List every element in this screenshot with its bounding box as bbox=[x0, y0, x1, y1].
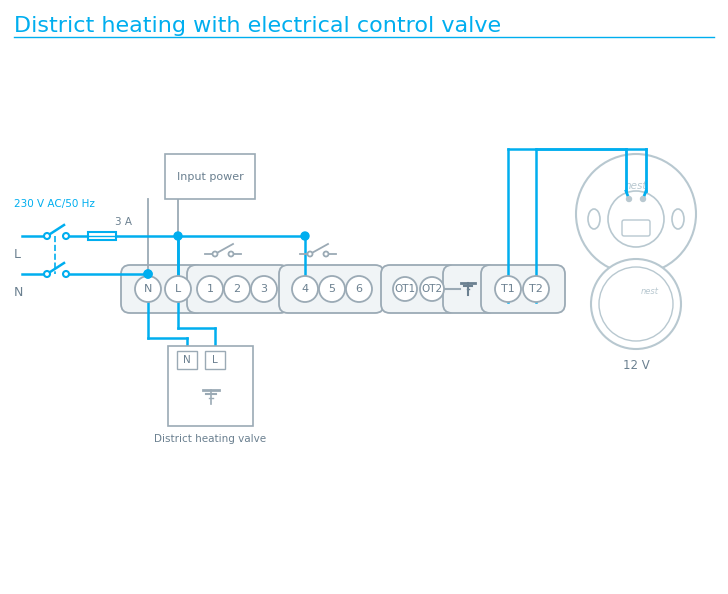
Text: L: L bbox=[212, 355, 218, 365]
FancyBboxPatch shape bbox=[121, 265, 205, 313]
Circle shape bbox=[301, 232, 309, 240]
Circle shape bbox=[63, 271, 69, 277]
Text: 2: 2 bbox=[234, 284, 240, 294]
Ellipse shape bbox=[672, 209, 684, 229]
Circle shape bbox=[44, 271, 50, 277]
Circle shape bbox=[393, 277, 417, 301]
Text: N: N bbox=[144, 284, 152, 294]
Circle shape bbox=[323, 251, 328, 257]
Circle shape bbox=[523, 276, 549, 302]
Circle shape bbox=[420, 277, 444, 301]
FancyBboxPatch shape bbox=[381, 265, 457, 313]
Text: nest: nest bbox=[625, 181, 647, 191]
Circle shape bbox=[591, 259, 681, 349]
FancyBboxPatch shape bbox=[187, 265, 289, 313]
Circle shape bbox=[197, 276, 223, 302]
Circle shape bbox=[144, 270, 152, 278]
Text: District heating with electrical control valve: District heating with electrical control… bbox=[14, 16, 501, 36]
FancyBboxPatch shape bbox=[443, 265, 496, 313]
Circle shape bbox=[144, 270, 152, 278]
Circle shape bbox=[44, 233, 50, 239]
Text: 1: 1 bbox=[207, 284, 213, 294]
Text: L: L bbox=[175, 284, 181, 294]
Text: T2: T2 bbox=[529, 284, 543, 294]
Circle shape bbox=[165, 276, 191, 302]
Text: 12 V: 12 V bbox=[622, 359, 649, 372]
Circle shape bbox=[251, 276, 277, 302]
Circle shape bbox=[292, 276, 318, 302]
Text: nest: nest bbox=[641, 287, 659, 296]
Text: OT2: OT2 bbox=[422, 284, 443, 294]
Text: 3: 3 bbox=[261, 284, 267, 294]
Circle shape bbox=[307, 251, 312, 257]
Circle shape bbox=[627, 197, 631, 201]
FancyBboxPatch shape bbox=[177, 351, 197, 369]
Ellipse shape bbox=[588, 209, 600, 229]
Text: 4: 4 bbox=[301, 284, 309, 294]
FancyBboxPatch shape bbox=[88, 232, 116, 240]
Circle shape bbox=[346, 276, 372, 302]
Circle shape bbox=[495, 276, 521, 302]
Circle shape bbox=[135, 276, 161, 302]
Text: 6: 6 bbox=[355, 284, 363, 294]
Circle shape bbox=[576, 154, 696, 274]
Circle shape bbox=[229, 251, 234, 257]
Circle shape bbox=[319, 276, 345, 302]
Text: OT1: OT1 bbox=[395, 284, 416, 294]
FancyBboxPatch shape bbox=[165, 154, 255, 199]
Text: 5: 5 bbox=[328, 284, 336, 294]
Text: Input power: Input power bbox=[177, 172, 243, 182]
Circle shape bbox=[213, 251, 218, 257]
Circle shape bbox=[608, 191, 664, 247]
Text: T1: T1 bbox=[501, 284, 515, 294]
FancyBboxPatch shape bbox=[481, 265, 565, 313]
Text: 3 A: 3 A bbox=[115, 217, 132, 227]
Circle shape bbox=[63, 233, 69, 239]
FancyBboxPatch shape bbox=[279, 265, 384, 313]
FancyBboxPatch shape bbox=[168, 346, 253, 426]
Circle shape bbox=[174, 232, 182, 240]
FancyBboxPatch shape bbox=[622, 220, 650, 236]
Text: 230 V AC/50 Hz: 230 V AC/50 Hz bbox=[14, 199, 95, 209]
Text: N: N bbox=[183, 355, 191, 365]
FancyBboxPatch shape bbox=[205, 351, 225, 369]
Circle shape bbox=[599, 267, 673, 341]
Circle shape bbox=[224, 276, 250, 302]
Text: L: L bbox=[14, 248, 21, 261]
Text: District heating valve: District heating valve bbox=[154, 434, 266, 444]
Circle shape bbox=[641, 197, 646, 201]
Text: N: N bbox=[14, 286, 23, 299]
